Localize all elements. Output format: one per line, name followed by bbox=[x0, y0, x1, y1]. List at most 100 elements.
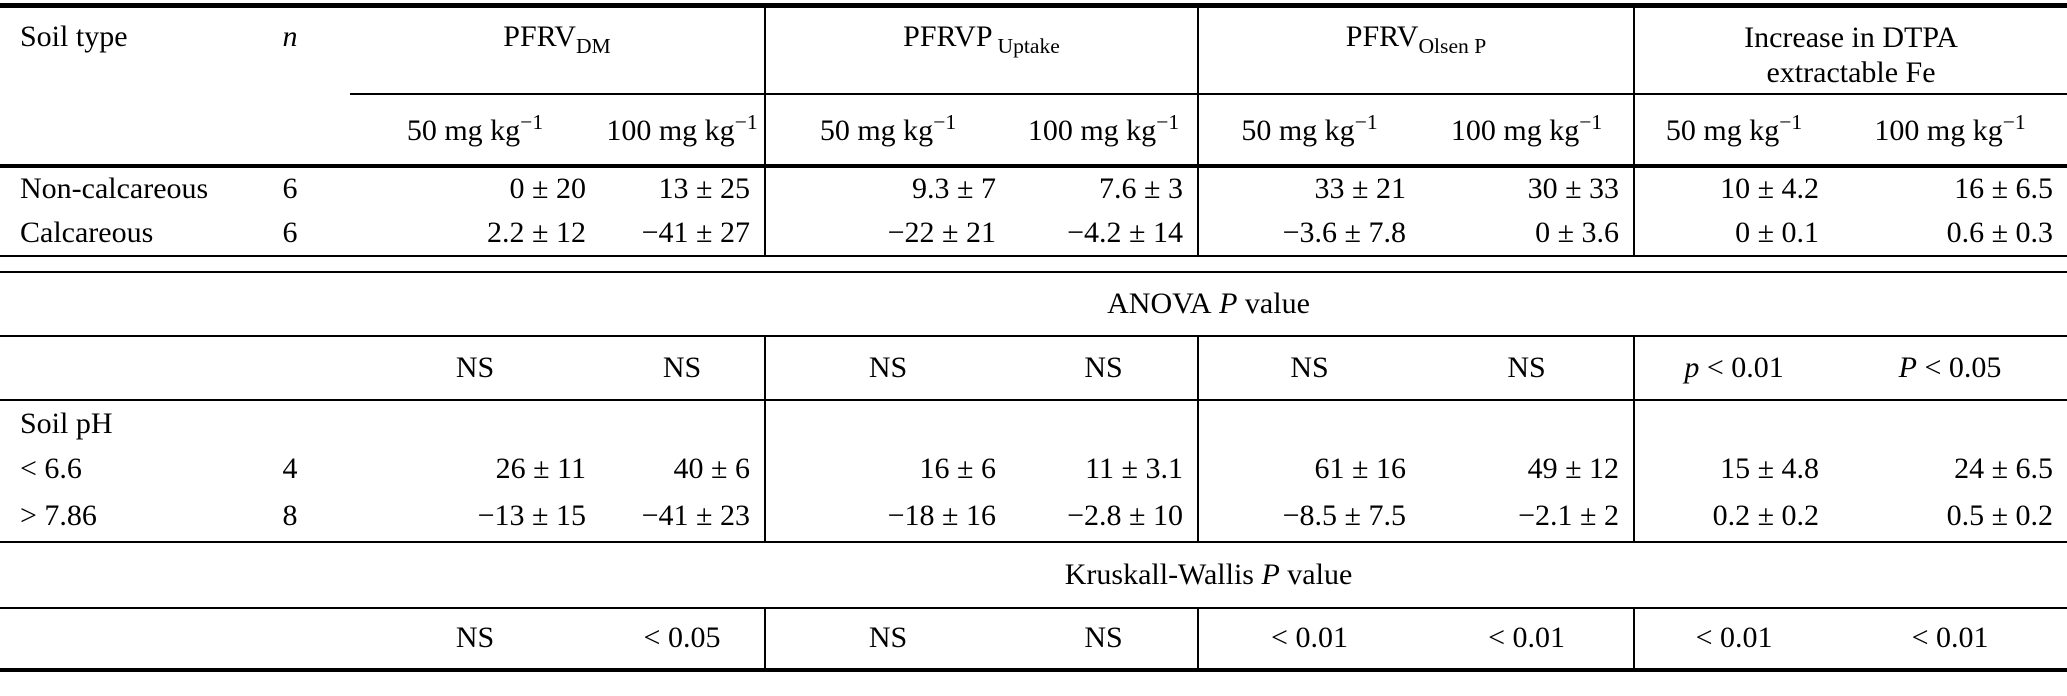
dose-header: 100 mg kg−1 bbox=[1420, 93, 1635, 168]
anova-band-row: ANOVA P value bbox=[0, 271, 2067, 337]
stat-cell: NS bbox=[1010, 335, 1199, 401]
group-label: PFRVP bbox=[903, 20, 993, 53]
rule-spacer-row bbox=[0, 255, 2067, 273]
value-cell: −22 ± 21 bbox=[764, 210, 1011, 257]
stat-cell: NS bbox=[1420, 335, 1635, 401]
empty-cell bbox=[1420, 400, 1634, 447]
dose-header: 100 mg kg−1 bbox=[600, 93, 766, 168]
value-cell: −8.5 ± 7.5 bbox=[1197, 491, 1421, 543]
band-text: Kruskall-Wallis bbox=[1064, 557, 1262, 591]
value-cell: 0 ± 3.6 bbox=[1420, 210, 1635, 257]
empty-cell bbox=[1010, 400, 1198, 447]
stat-cell: < 0.01 bbox=[1420, 607, 1635, 672]
row-label: Non-calcareous bbox=[20, 172, 209, 205]
kruskal-band-label: Kruskall-Wallis P value bbox=[350, 541, 2067, 609]
stat-text: < 0.01 bbox=[1699, 350, 1784, 384]
value-cell: 40 ± 6 bbox=[673, 452, 751, 485]
value-cell: 16 ± 6.5 bbox=[1954, 172, 2054, 205]
dose-header: 100 mg kg−1 bbox=[1833, 93, 2067, 168]
table-row-ph-lt-6-6: < 6.6 4 26 ± 11 40 ± 6 16 ± 6 11 ± 3.1 6… bbox=[0, 446, 2067, 492]
value-cell: −4.2 ± 14 bbox=[1010, 210, 1199, 257]
value-cell: 2.2 ± 12 bbox=[350, 210, 600, 257]
value-cell: −3.6 ± 7.8 bbox=[1197, 210, 1421, 257]
empty-cell bbox=[350, 400, 600, 447]
value-cell: −18 ± 16 bbox=[764, 491, 1011, 543]
p-symbol: P bbox=[1898, 350, 1917, 384]
empty-cell bbox=[0, 335, 230, 401]
table-row-calcareous: Calcareous 6 2.2 ± 12 −41 ± 27 −22 ± 21 … bbox=[0, 210, 2067, 257]
value-cell: 15 ± 4.8 bbox=[1633, 446, 1834, 492]
dose-base: 100 mg kg bbox=[1450, 114, 1580, 147]
kruskal-band-row: Kruskall-Wallis P value bbox=[0, 541, 2067, 609]
stat-cell: < 0.05 bbox=[600, 607, 766, 672]
dose-exponent: −1 bbox=[520, 110, 544, 134]
group-label: PFRV bbox=[503, 20, 576, 53]
results-table: Soil type n PFRVDM PFRVP Uptake PFRVOlsen… bbox=[0, 3, 2067, 672]
n-value: 8 bbox=[230, 491, 350, 543]
dose-header: 50 mg kg−1 bbox=[1197, 93, 1421, 168]
band-text: ANOVA bbox=[1107, 286, 1220, 320]
value-cell: 0 ± 20 bbox=[509, 172, 586, 205]
group-label-line2: extractable Fe bbox=[1766, 56, 1936, 90]
dose-base: 50 mg kg bbox=[819, 114, 934, 147]
dose-exponent: −1 bbox=[933, 110, 957, 134]
anova-band-label: ANOVA P value bbox=[350, 271, 2067, 337]
group-label-line1: Increase in DTPA bbox=[1744, 21, 1958, 54]
dose-header: 50 mg kg−1 bbox=[1633, 93, 1834, 168]
value-cell: 49 ± 12 bbox=[1527, 452, 1620, 485]
dose-exponent: −1 bbox=[2002, 110, 2026, 134]
n-value: 6 bbox=[282, 172, 298, 205]
value-cell: 61 ± 16 bbox=[1197, 446, 1421, 492]
p-symbol: P bbox=[1261, 557, 1280, 591]
dose-base: 50 mg kg bbox=[406, 114, 521, 147]
stat-cell: NS bbox=[1010, 607, 1199, 672]
dose-base: 100 mg kg bbox=[606, 114, 735, 147]
empty-cell bbox=[1833, 400, 2067, 447]
value-cell: −2.1 ± 2 bbox=[1420, 491, 1635, 543]
value-cell: 33 ± 21 bbox=[1197, 165, 1421, 211]
dose-exponent: −1 bbox=[1354, 110, 1378, 134]
group-header-dtpa-fe: Increase in DTPA extractable Fe bbox=[1633, 3, 2067, 95]
dose-base: 100 mg kg bbox=[1027, 114, 1157, 147]
value-cell: −41 ± 27 bbox=[600, 210, 766, 257]
p-symbol: p bbox=[1684, 350, 1700, 384]
group-subscript: DM bbox=[575, 34, 611, 58]
stat-cell: NS bbox=[764, 607, 1011, 672]
value-cell: 30 ± 33 bbox=[1527, 172, 1620, 205]
soil-ph-section-row: Soil pH bbox=[0, 399, 2067, 447]
empty-cell bbox=[230, 400, 350, 447]
dose-base: 50 mg kg bbox=[1241, 114, 1355, 147]
value-cell: 26 ± 11 bbox=[495, 452, 586, 485]
dose-exponent: −1 bbox=[1156, 110, 1180, 134]
n-header: n bbox=[230, 3, 350, 168]
stat-cell: NS bbox=[600, 335, 766, 401]
dose-exponent: −1 bbox=[734, 110, 758, 134]
value-cell: 0.5 ± 0.2 bbox=[1833, 491, 2067, 543]
value-cell: 13 ± 25 bbox=[658, 172, 751, 205]
dose-exponent: −1 bbox=[1579, 110, 1603, 134]
stat-cell: p < 0.01 bbox=[1633, 335, 1834, 401]
stat-cell: NS bbox=[350, 607, 600, 672]
stat-cell: < 0.01 bbox=[1833, 607, 2067, 672]
value-cell: 9.3 ± 7 bbox=[764, 165, 1011, 211]
value-cell: 16 ± 6 bbox=[764, 446, 1011, 492]
stat-cell: < 0.01 bbox=[1197, 607, 1421, 672]
header-dose-row: 50 mg kg−1 100 mg kg−1 50 mg kg−1 100 mg… bbox=[0, 93, 2067, 168]
spacer-cell bbox=[0, 255, 2067, 273]
section-label: Soil pH bbox=[20, 406, 113, 440]
stat-text: < 0.05 bbox=[1916, 350, 2002, 384]
dose-header: 50 mg kg−1 bbox=[350, 93, 600, 168]
band-text: value bbox=[1237, 286, 1310, 320]
group-header-pfrv-dm: PFRVDM bbox=[350, 3, 766, 95]
empty-cell bbox=[230, 607, 350, 672]
stat-cell: < 0.01 bbox=[1633, 607, 1834, 672]
stat-cell: NS bbox=[1197, 335, 1421, 401]
empty-cell bbox=[230, 335, 350, 401]
empty-cell bbox=[0, 541, 350, 609]
anova-results-row: NS NS NS NS NS NS p < 0.01 P < 0.05 bbox=[0, 335, 2067, 401]
value-cell: 24 ± 6.5 bbox=[1954, 452, 2054, 485]
value-cell: 0.2 ± 0.2 bbox=[1633, 491, 1834, 543]
soil-type-header: Soil type bbox=[0, 3, 230, 168]
empty-cell bbox=[1633, 399, 1834, 447]
header-group-row: Soil type n PFRVDM PFRVP Uptake PFRVOlsen… bbox=[0, 3, 2067, 168]
